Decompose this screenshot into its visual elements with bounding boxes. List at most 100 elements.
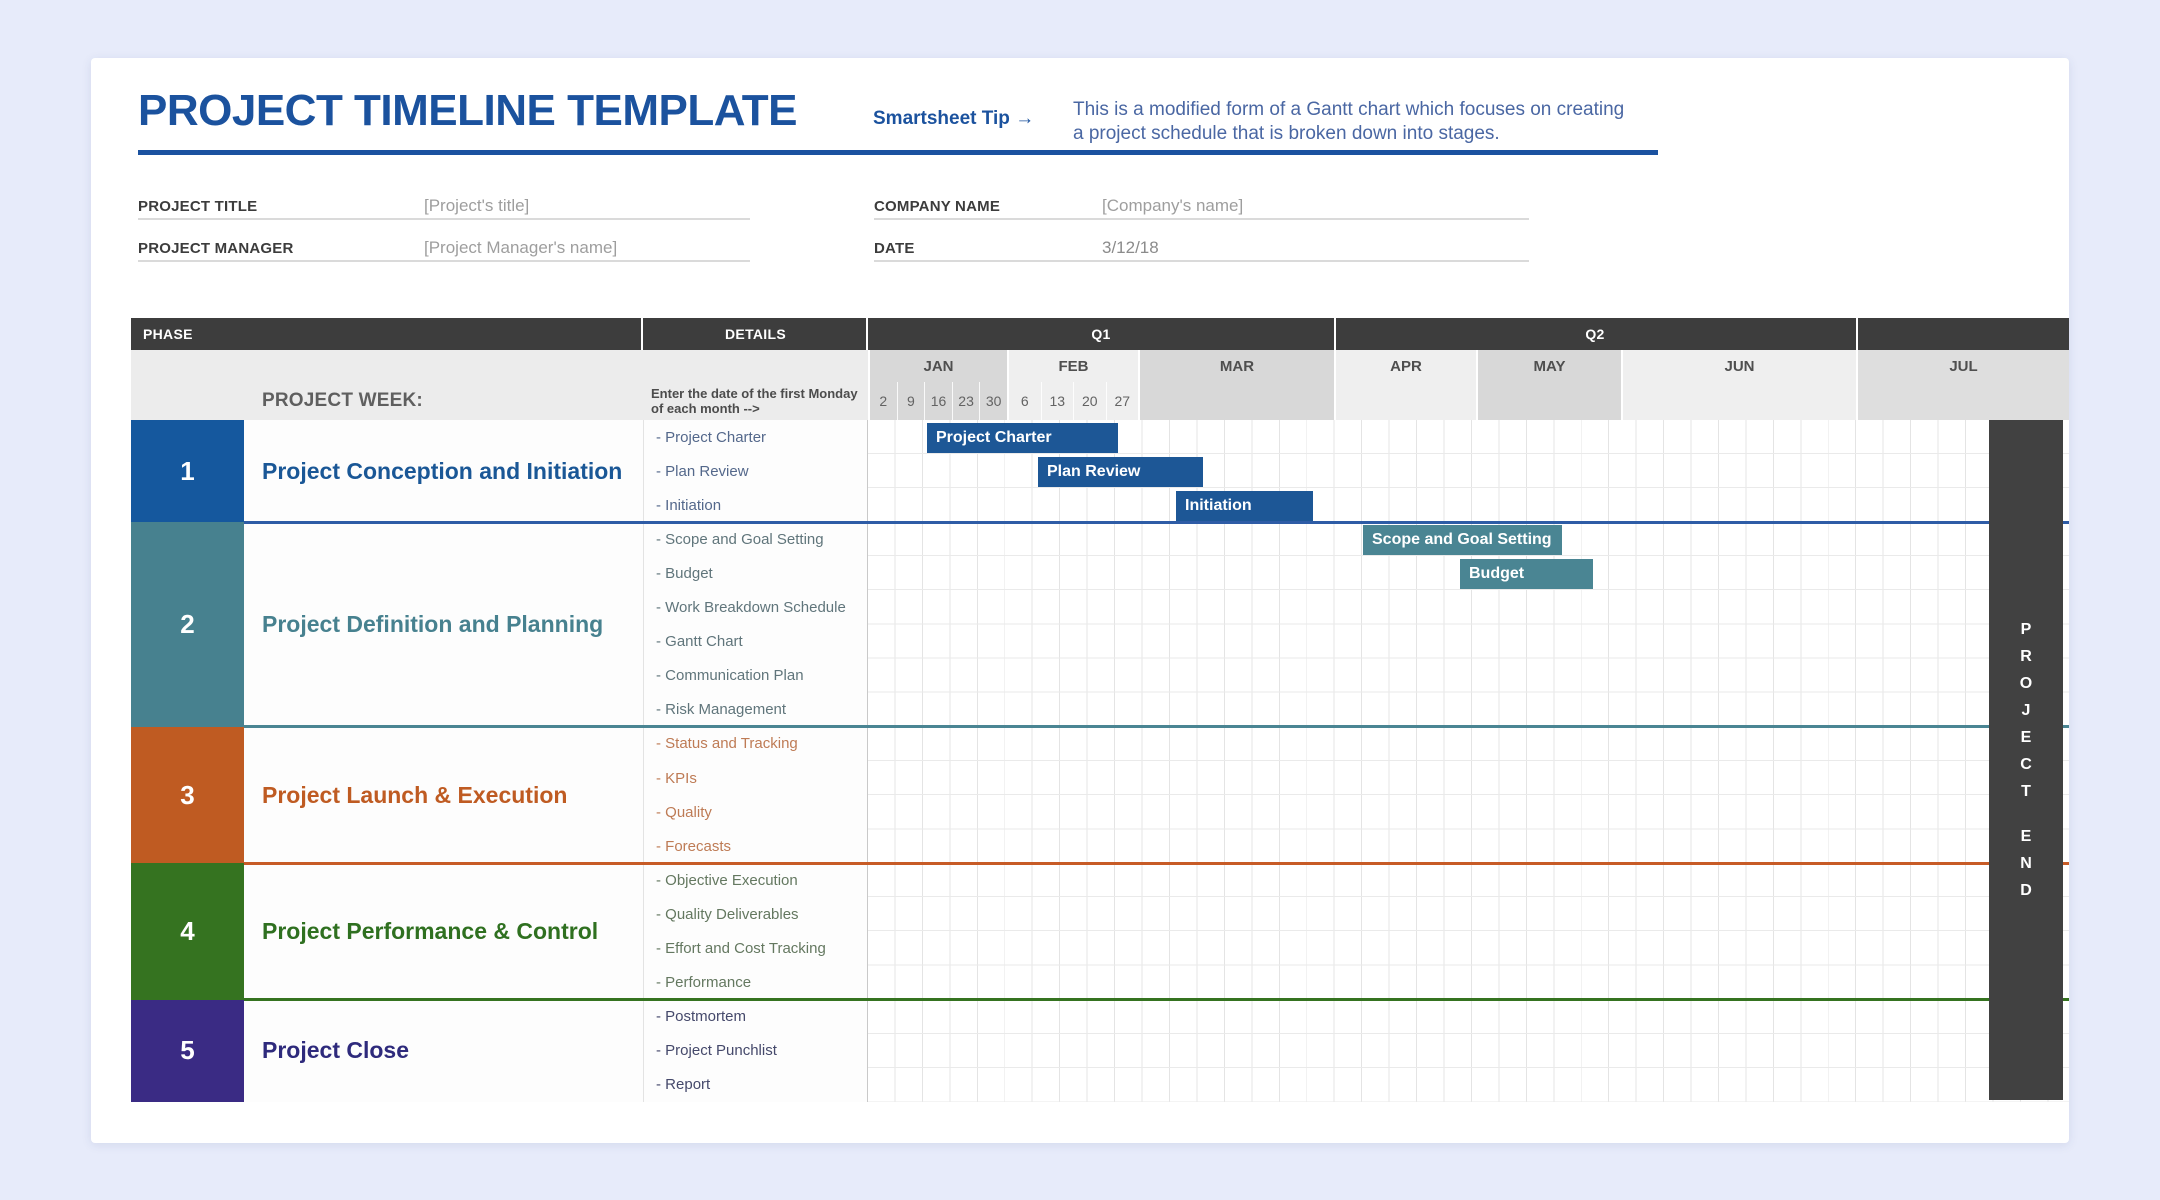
date-value[interactable]: 3/12/18 <box>1102 238 1159 257</box>
month-may: MAY <box>1476 350 1621 382</box>
detail-item: Report <box>644 1068 867 1102</box>
phase-number: 3 <box>131 726 244 864</box>
project-end-column: PROJECT END <box>1989 420 2063 1100</box>
month-header-row: JAN FEB MAR APR MAY JUN JUL <box>131 350 2069 382</box>
detail-item: Budget <box>644 556 867 590</box>
field-underline <box>874 218 1529 220</box>
phase-details: Project Charter Plan Review Initiation <box>643 420 868 523</box>
detail-item: KPIs <box>644 761 867 795</box>
phase-number: 4 <box>131 863 244 1000</box>
phase-details: Status and Tracking KPIs Quality Forecas… <box>643 726 868 864</box>
phase-column-header: PHASE <box>143 326 193 342</box>
weeks-jul <box>1856 382 2069 420</box>
detail-item: Effort and Cost Tracking <box>644 931 867 965</box>
weeks-may <box>1476 382 1621 420</box>
gantt-bar-plan-review[interactable]: Plan Review <box>1038 456 1203 487</box>
detail-item: Objective Execution <box>644 863 867 897</box>
phase-name: Project Performance & Control <box>244 863 643 1000</box>
field-company-name: COMPANY NAME [Company's name] <box>874 192 1529 220</box>
phase-4-divider <box>244 998 2069 1002</box>
gantt-bar-project-charter[interactable]: Project Charter <box>927 422 1118 453</box>
week-number: 13 <box>1042 382 1074 420</box>
gantt-bar-budget[interactable]: Budget <box>1460 558 1593 589</box>
detail-item: Forecasts <box>644 829 867 863</box>
month-row-left-spacer <box>131 350 868 382</box>
weeks-jun <box>1621 382 1856 420</box>
phase-name: Project Conception and Initiation <box>244 420 643 523</box>
detail-item: Initiation <box>644 488 867 522</box>
phase-number: 1 <box>131 420 244 523</box>
tip-description: This is a modified form of a Gantt chart… <box>1073 98 1683 146</box>
tip-description-line1: This is a modified form of a Gantt chart… <box>1073 99 1625 120</box>
gantt-area-phase-5 <box>868 999 2069 1102</box>
gantt-area-phase-2: Scope and Goal Setting Budget <box>868 522 2069 727</box>
phase-row-2: 2 Project Definition and Planning Scope … <box>131 522 2069 727</box>
document-card: PROJECT TIMELINE TEMPLATE Smartsheet Tip… <box>91 58 2069 1143</box>
title-underline <box>138 150 1658 155</box>
project-end-word: PROJECT <box>2019 621 2033 800</box>
month-jul: JUL <box>1856 350 2069 382</box>
week-number: 30 <box>985 393 1002 409</box>
weeks-jan: 2 9 16 23 30 <box>868 382 1007 420</box>
field-underline <box>138 260 750 262</box>
month-jan: JAN <box>868 350 1007 382</box>
phase-2-divider <box>244 725 2069 729</box>
week-note: Enter the date of the first Monday of ea… <box>651 386 858 416</box>
field-project-title: PROJECT TITLE [Project's title] <box>138 192 750 220</box>
detail-item: Quality Deliverables <box>644 897 867 931</box>
field-underline <box>874 260 1529 262</box>
week-number: 23 <box>953 382 981 420</box>
field-underline <box>138 218 750 220</box>
field-date: DATE 3/12/18 <box>874 234 1529 262</box>
month-jun: JUN <box>1621 350 1856 382</box>
phase-number: 5 <box>131 999 244 1102</box>
week-number: 27 <box>1114 393 1131 409</box>
phase-name: Project Close <box>244 999 643 1102</box>
project-manager-label: PROJECT MANAGER <box>138 240 294 257</box>
phase-row-4: 4 Project Performance & Control Objectiv… <box>131 863 2069 1000</box>
week-number: 9 <box>898 382 926 420</box>
weeks-mar <box>1138 382 1334 420</box>
header-separator <box>1856 318 1858 350</box>
quarter-q3-header <box>1858 318 2069 350</box>
project-week-label: PROJECT WEEK: <box>262 390 423 411</box>
table-header-row: PHASE DETAILS Q1 Q2 <box>131 318 2069 350</box>
details-column-header: DETAILS <box>725 326 786 342</box>
detail-item: Quality <box>644 795 867 829</box>
phase-row-1: 1 Project Conception and Initiation Proj… <box>131 420 2069 523</box>
phase-name: Project Launch & Execution <box>244 726 643 864</box>
week-row-left <box>131 382 868 420</box>
gantt-area-phase-4 <box>868 863 2069 1000</box>
detail-item: Work Breakdown Schedule <box>644 590 867 624</box>
company-name-value[interactable]: [Company's name] <box>1102 196 1244 215</box>
gantt-bar-scope-and-goal-setting[interactable]: Scope and Goal Setting <box>1363 524 1562 555</box>
project-end-word: END <box>2020 828 2032 899</box>
weeks-feb: 6 13 20 27 <box>1007 382 1138 420</box>
company-name-label: COMPANY NAME <box>874 198 1001 215</box>
project-title-value[interactable]: [Project's title] <box>424 196 530 215</box>
phase-number: 2 <box>131 522 244 727</box>
detail-item: Postmortem <box>644 1000 867 1034</box>
timeline-table: PHASE DETAILS Q1 Q2 JAN FEB MAR APR MAY … <box>131 318 2069 1102</box>
gantt-bar-initiation[interactable]: Initiation <box>1176 490 1313 521</box>
detail-item: Project Charter <box>644 420 867 454</box>
page-title: PROJECT TIMELINE TEMPLATE <box>138 86 797 135</box>
project-manager-value[interactable]: [Project Manager's name] <box>424 238 618 257</box>
detail-item: Plan Review <box>644 454 867 488</box>
phase-details: Postmortem Project Punchlist Report <box>643 999 868 1102</box>
phase-details: Scope and Goal Setting Budget Work Break… <box>643 522 868 727</box>
detail-item: Communication Plan <box>644 659 867 693</box>
field-project-manager: PROJECT MANAGER [Project Manager's name] <box>138 234 750 262</box>
header-separator <box>641 318 643 350</box>
smartsheet-tip-label: Smartsheet Tip → <box>873 108 1035 129</box>
detail-item: Performance <box>644 966 867 1000</box>
detail-item: Risk Management <box>644 693 867 727</box>
week-number: 16 <box>925 382 953 420</box>
month-feb: FEB <box>1007 350 1138 382</box>
month-mar: MAR <box>1138 350 1334 382</box>
tip-description-line2: a project schedule that is broken down i… <box>1073 123 1500 144</box>
table-body: 1 Project Conception and Initiation Proj… <box>131 420 2069 1102</box>
project-title-label: PROJECT TITLE <box>138 198 258 215</box>
detail-item: Scope and Goal Setting <box>644 522 867 556</box>
